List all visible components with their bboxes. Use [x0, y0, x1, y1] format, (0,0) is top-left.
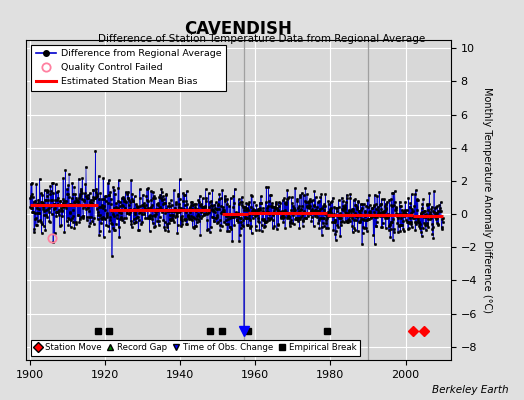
Text: Difference of Station Temperature Data from Regional Average: Difference of Station Temperature Data f…: [99, 34, 425, 44]
Y-axis label: Monthly Temperature Anomaly Difference (°C): Monthly Temperature Anomaly Difference (…: [483, 87, 493, 313]
Legend: Station Move, Record Gap, Time of Obs. Change, Empirical Break: Station Move, Record Gap, Time of Obs. C…: [30, 340, 359, 356]
Title: CAVENDISH: CAVENDISH: [184, 20, 292, 38]
Text: Berkeley Earth: Berkeley Earth: [432, 385, 508, 395]
